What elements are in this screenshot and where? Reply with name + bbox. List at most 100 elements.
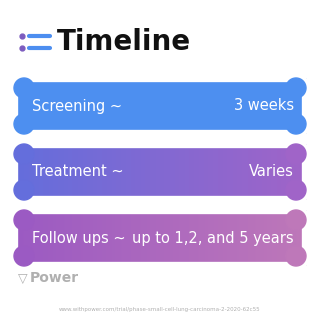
Bar bbox=[281, 78, 283, 134]
Bar bbox=[183, 78, 185, 134]
Bar bbox=[131, 78, 133, 134]
Bar bbox=[71, 78, 73, 134]
Bar bbox=[227, 210, 229, 266]
Bar bbox=[140, 144, 141, 200]
Bar bbox=[14, 124, 24, 134]
Bar bbox=[294, 78, 296, 134]
Bar bbox=[118, 210, 120, 266]
Bar bbox=[64, 144, 66, 200]
Bar bbox=[269, 78, 271, 134]
Bar bbox=[170, 144, 172, 200]
Bar bbox=[224, 144, 226, 200]
Bar bbox=[172, 210, 174, 266]
Bar bbox=[204, 78, 206, 134]
Bar bbox=[102, 144, 104, 200]
Bar bbox=[249, 78, 251, 134]
Bar bbox=[264, 144, 266, 200]
Bar bbox=[232, 144, 234, 200]
Text: ▽: ▽ bbox=[18, 271, 28, 284]
Text: Screening ~: Screening ~ bbox=[32, 98, 122, 113]
Bar bbox=[202, 144, 204, 200]
Bar bbox=[69, 78, 71, 134]
Bar bbox=[78, 144, 80, 200]
Bar bbox=[124, 210, 125, 266]
Bar bbox=[157, 144, 159, 200]
Text: www.withpower.com/trial/phase-small-cell-lung-carcinoma-2-2020-62c55: www.withpower.com/trial/phase-small-cell… bbox=[59, 307, 261, 313]
Bar bbox=[300, 210, 302, 266]
Bar bbox=[135, 210, 137, 266]
Bar bbox=[71, 210, 73, 266]
Bar bbox=[141, 78, 143, 134]
Bar bbox=[59, 210, 61, 266]
Bar bbox=[28, 210, 31, 266]
Bar bbox=[56, 210, 58, 266]
Bar bbox=[194, 78, 196, 134]
Bar bbox=[153, 210, 155, 266]
Bar bbox=[36, 210, 38, 266]
Bar bbox=[145, 210, 148, 266]
Bar bbox=[261, 78, 263, 134]
Bar bbox=[275, 144, 277, 200]
Circle shape bbox=[286, 78, 306, 98]
Bar bbox=[150, 144, 152, 200]
Bar bbox=[15, 144, 17, 200]
Bar bbox=[196, 144, 198, 200]
Bar bbox=[239, 210, 241, 266]
Bar bbox=[201, 144, 203, 200]
Text: Power: Power bbox=[30, 271, 79, 285]
Bar bbox=[42, 78, 44, 134]
Circle shape bbox=[14, 210, 34, 230]
Bar bbox=[201, 210, 203, 266]
Bar bbox=[251, 78, 252, 134]
Bar bbox=[87, 144, 89, 200]
Bar bbox=[191, 144, 193, 200]
Bar bbox=[39, 78, 41, 134]
Bar bbox=[138, 78, 140, 134]
Bar bbox=[302, 144, 304, 200]
Bar bbox=[145, 144, 148, 200]
Bar bbox=[24, 144, 26, 200]
Bar bbox=[194, 144, 196, 200]
Bar bbox=[45, 210, 47, 266]
Bar bbox=[17, 210, 19, 266]
Bar bbox=[156, 210, 157, 266]
Bar bbox=[90, 144, 92, 200]
Bar bbox=[173, 78, 175, 134]
Bar bbox=[262, 210, 264, 266]
Bar bbox=[283, 78, 284, 134]
Bar bbox=[14, 144, 16, 200]
Circle shape bbox=[14, 180, 34, 200]
Bar bbox=[264, 210, 266, 266]
Bar bbox=[37, 210, 39, 266]
Bar bbox=[153, 78, 155, 134]
Text: Follow ups ~: Follow ups ~ bbox=[32, 231, 126, 246]
Bar bbox=[242, 78, 244, 134]
Bar bbox=[72, 210, 74, 266]
Bar bbox=[128, 78, 130, 134]
Bar bbox=[67, 78, 68, 134]
Bar bbox=[268, 210, 270, 266]
Bar bbox=[221, 210, 223, 266]
Bar bbox=[214, 78, 216, 134]
Bar bbox=[292, 144, 293, 200]
Bar bbox=[80, 78, 82, 134]
Bar bbox=[212, 210, 214, 266]
Bar bbox=[62, 144, 64, 200]
Bar bbox=[56, 78, 58, 134]
Bar bbox=[154, 144, 156, 200]
Bar bbox=[27, 144, 29, 200]
Bar bbox=[253, 210, 255, 266]
Bar bbox=[26, 210, 28, 266]
Bar bbox=[285, 78, 287, 134]
Bar bbox=[278, 210, 280, 266]
Bar bbox=[69, 144, 71, 200]
Bar bbox=[14, 78, 16, 134]
Bar bbox=[242, 144, 244, 200]
Bar bbox=[166, 78, 168, 134]
Bar bbox=[69, 210, 71, 266]
Bar bbox=[39, 210, 41, 266]
Bar bbox=[303, 144, 305, 200]
Bar bbox=[269, 144, 271, 200]
Bar bbox=[259, 144, 261, 200]
Bar bbox=[160, 144, 162, 200]
